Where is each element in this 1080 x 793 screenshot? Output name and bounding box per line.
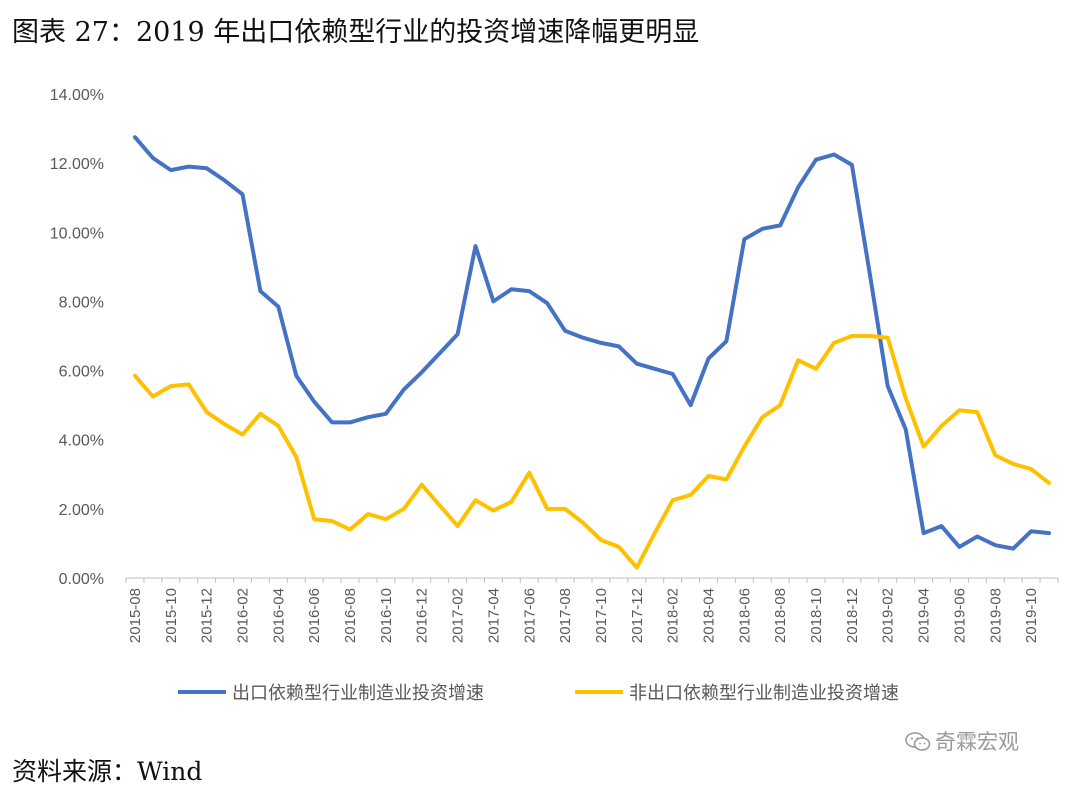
y-tick-label: 12.00% [50,156,104,173]
x-tick-label: 2019-10 [1023,588,1040,643]
y-tick-label: 0.00% [59,571,104,588]
x-tick-label: 2017-02 [450,588,467,643]
x-tick-label: 2018-10 [808,588,825,643]
x-tick-label: 2018-06 [736,588,753,643]
y-tick-label: 4.00% [59,433,104,450]
x-tick-label: 2016-08 [342,588,359,643]
legend-label: 出口依赖型行业制造业投资增速 [232,683,484,703]
x-tick-label: 2018-12 [844,588,861,643]
x-tick-label: 2018-04 [701,588,718,643]
series-line-2 [133,334,1051,570]
watermark: 奇霖宏观 [905,726,1019,756]
watermark-text: 奇霖宏观 [935,730,1019,754]
x-tick-label: 2018-02 [665,588,682,643]
x-tick-label: 2018-08 [772,588,789,643]
x-tick-label: 2016-06 [306,588,323,643]
x-tick-label: 2017-12 [629,588,646,643]
x-tick-label: 2017-04 [485,588,502,643]
source-note: 资料来源：Wind [12,757,203,786]
legend-label: 非出口依赖型行业制造业投资增速 [629,683,899,703]
x-tick-label: 2017-10 [593,588,610,643]
x-tick-label: 2017-06 [521,588,538,643]
x-tick-label: 2019-06 [951,588,968,643]
y-tick-label: 10.00% [50,225,104,242]
x-tick-label: 2016-10 [378,588,395,643]
chart-title: 图表 27：2019 年出口依赖型行业的投资增速降幅更明显 [12,17,700,48]
x-tick-label: 2019-08 [987,588,1004,643]
y-tick-label: 2.00% [59,502,104,519]
wechat-icon [905,732,931,751]
x-tick-label: 2015-12 [199,588,216,643]
legend: 出口依赖型行业制造业投资增速 非出口依赖型行业制造业投资增速 [178,683,899,703]
y-tick-label: 14.00% [50,87,104,104]
x-tick-label: 2015-10 [163,588,180,643]
x-axis: 2015-08 2015-10 2015-12 2016-02 2016-04 2016-… [125,577,1059,643]
y-axis: 0.00% 2.00% 4.00% 6.00% 8.00% 10.00% 12.00% 14.… [50,87,104,588]
x-tick-label: 2017-08 [557,588,574,643]
x-tick-label: 2016-02 [235,588,252,643]
y-tick-label: 8.00% [59,294,104,311]
x-tick-label: 2019-04 [916,588,933,643]
x-tick-label: 2016-12 [414,588,431,643]
x-tick-label: 2016-04 [270,588,287,643]
series-layer [133,135,1051,570]
x-tick-label: 2019-02 [880,588,897,643]
x-tick-label: 2015-08 [127,588,144,643]
y-tick-label: 6.00% [59,364,104,381]
series-line-1 [133,135,1051,551]
